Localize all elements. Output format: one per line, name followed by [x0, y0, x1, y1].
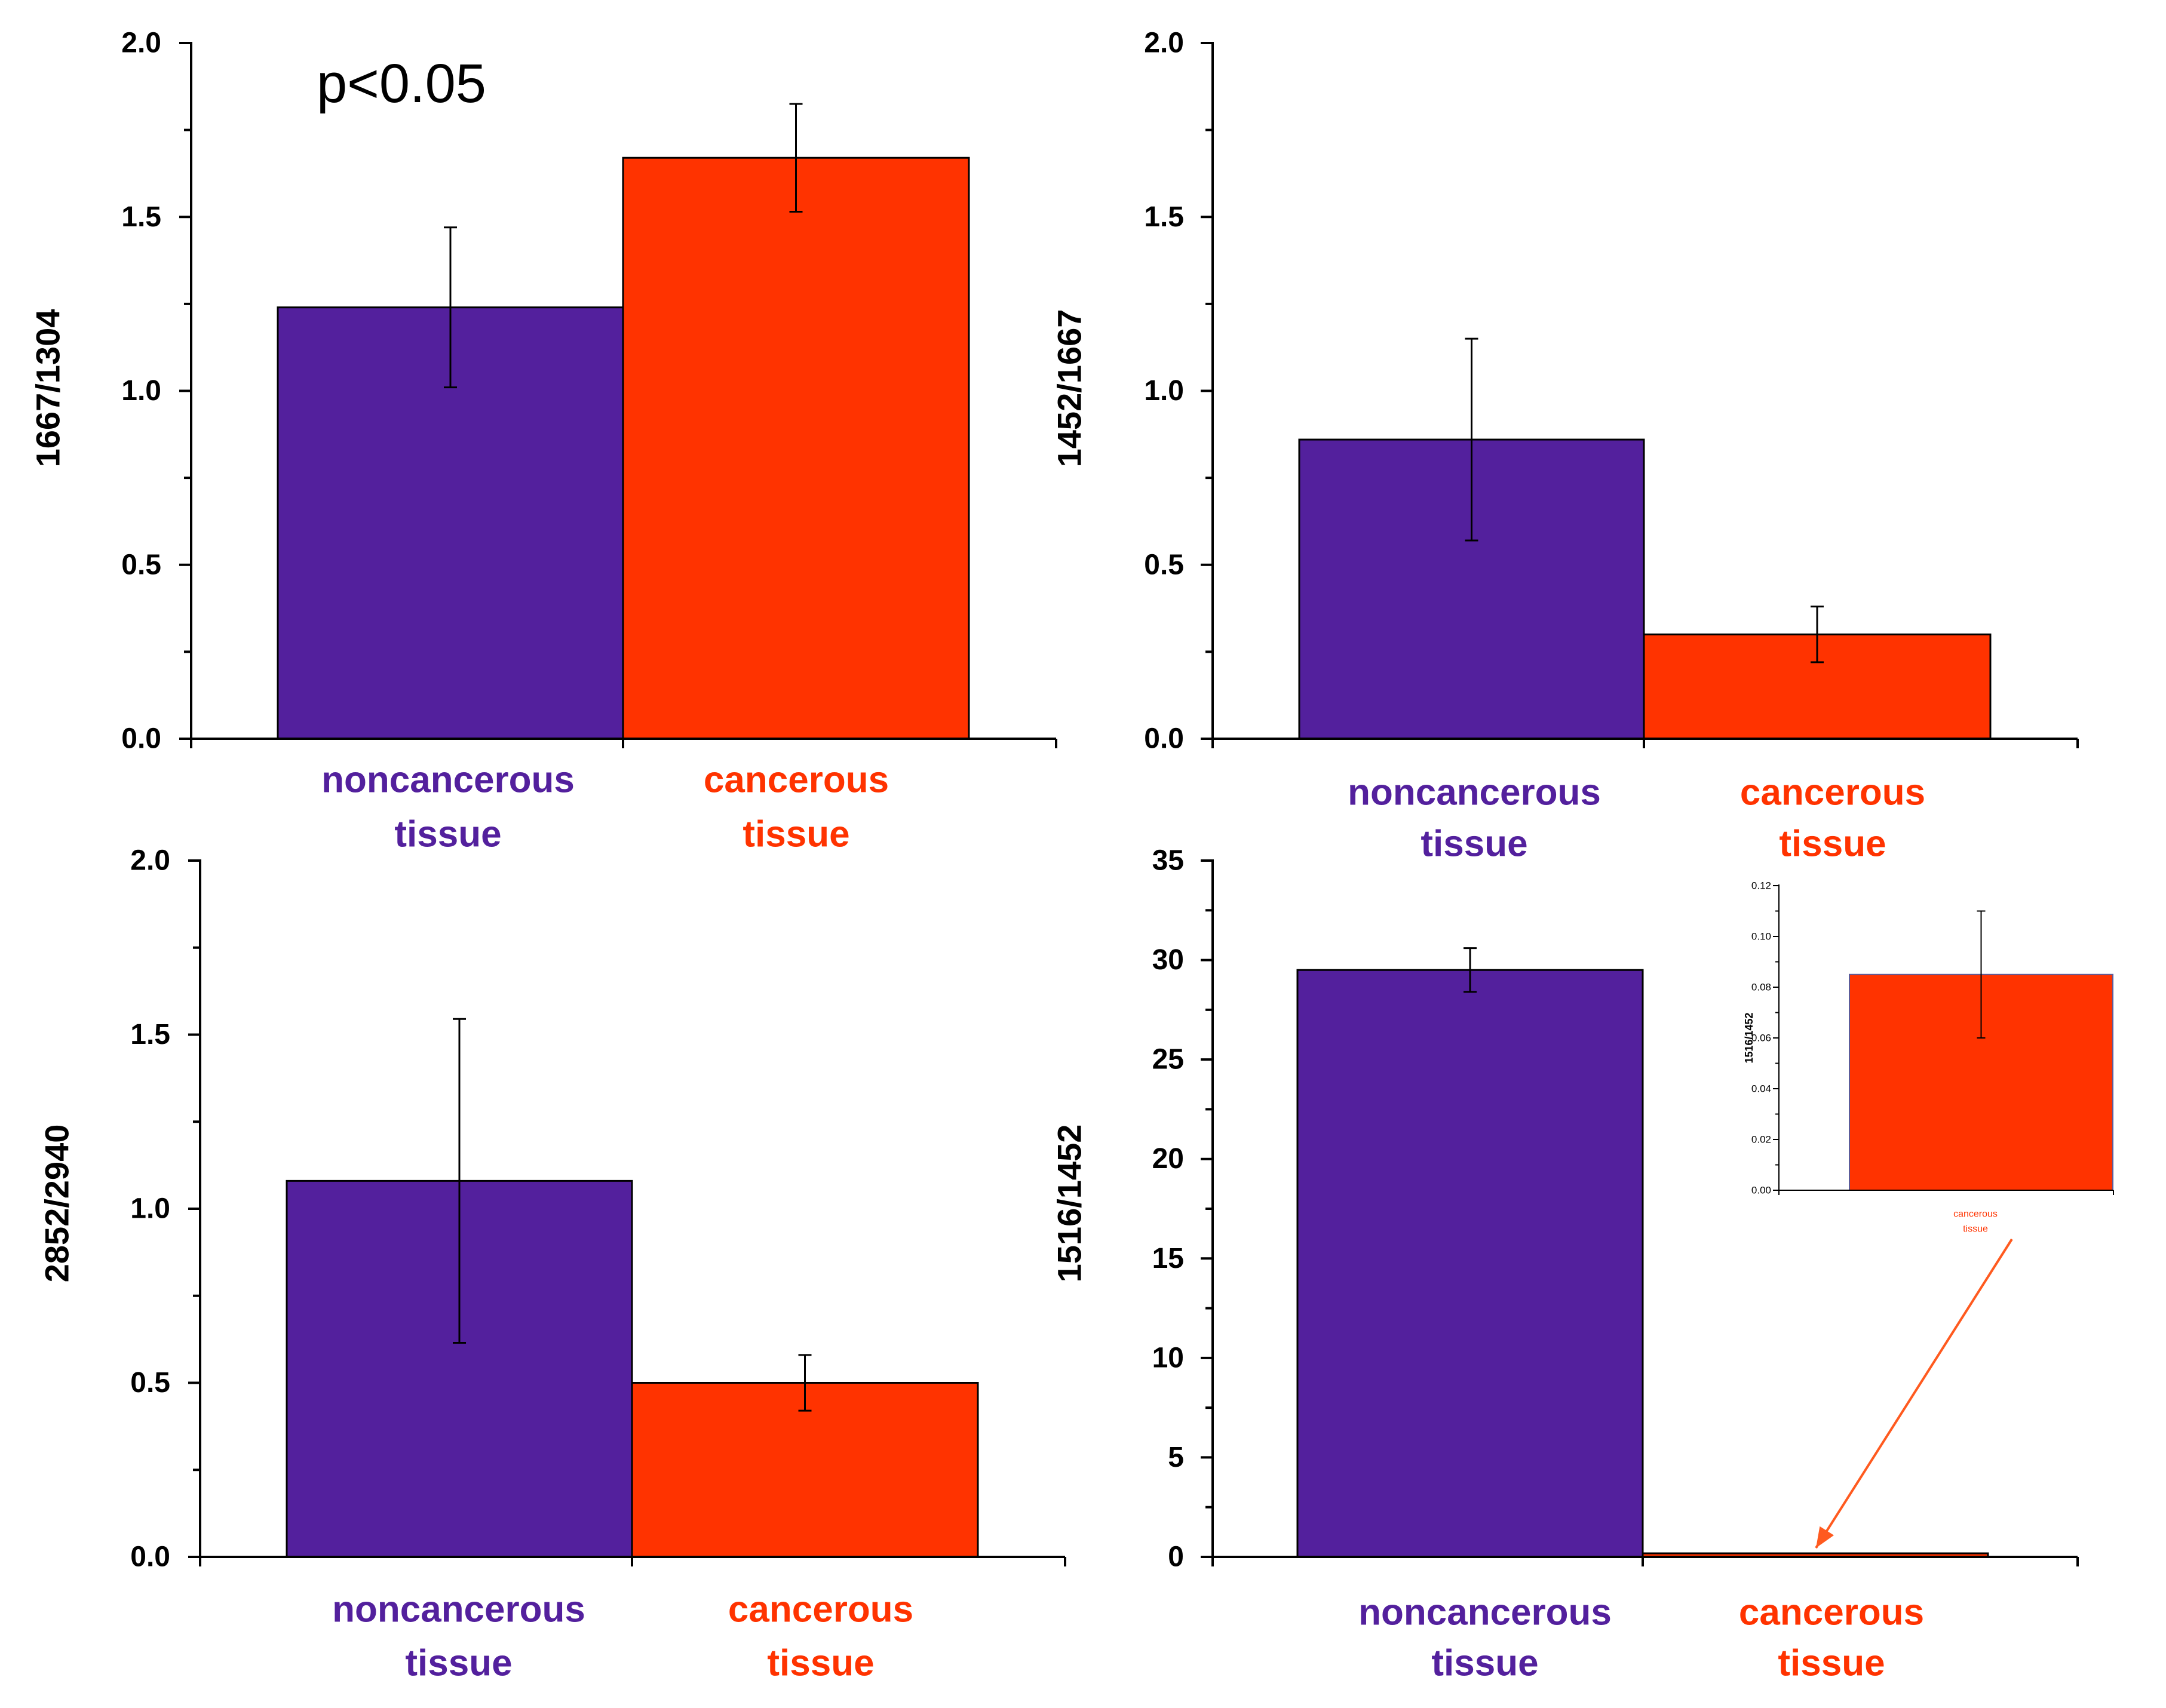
y-tick-label: 2.0	[130, 845, 170, 877]
category-label-noncancerous-line1: noncancerous	[321, 760, 575, 801]
inset-pointer-arrow-line	[1815, 1238, 2013, 1549]
error-bar-cancerous	[798, 1354, 812, 1412]
chart-panel-bottom-left: 0.0 0.5 1.0 1.5 2.0 2852/2940 noncancerous tiss…	[38, 845, 1066, 1684]
inset-y-axis-label: 1516/1452	[1743, 1012, 1755, 1063]
inset-error-bar-cancerous	[1977, 910, 1986, 1039]
y-tick-label: 0.5	[121, 549, 161, 580]
y-tick-label: 2.0	[121, 27, 161, 59]
category-label-noncancerous-line2: tissue	[394, 814, 501, 855]
category-label-noncancerous-line2: tissue	[405, 1643, 512, 1684]
error-bar-cancerous	[789, 103, 803, 213]
category-label-noncancerous-line2: tissue	[1431, 1643, 1538, 1684]
y-tick-label: 0.5	[1144, 549, 1184, 580]
chart-panel-top-left: 0.0 0.5 1.0 1.5 2.0 1667/1304 noncancerous tiss…	[29, 27, 1057, 855]
y-tick-label: 1.0	[1144, 375, 1184, 407]
bar-noncancerous	[1296, 969, 1644, 1558]
y-axis-label: 1516/1452	[1051, 1125, 1088, 1283]
category-label-cancerous-line1: cancerous	[704, 760, 889, 801]
category-label-cancerous-line1: cancerous	[1739, 1592, 1924, 1633]
y-tick-label: 0.0	[130, 1541, 170, 1573]
y-axis-label: 1667/1304	[29, 309, 67, 468]
y-tick-label: 35	[1152, 845, 1184, 877]
inset-category-label-cancerous-line2: tissue	[1963, 1224, 1988, 1234]
inset-y-tick-label: 0.08	[1751, 982, 1771, 993]
category-label-noncancerous-line2: tissue	[1421, 824, 1527, 865]
category-label-cancerous-line2: tissue	[1779, 824, 1886, 865]
y-tick-label: 0.0	[121, 723, 161, 755]
inset-category-label-cancerous-line1: cancerous	[1953, 1209, 1998, 1219]
error-bar-noncancerous	[1464, 947, 1477, 993]
y-axis-label: 2852/2940	[38, 1125, 76, 1283]
category-label-cancerous-line2: tissue	[1778, 1643, 1885, 1684]
chart-panel-bottom-right: 0 5 10 15 20 25 30 35 1516/1452 noncancerous tissu…	[1051, 845, 2114, 1684]
category-label-noncancerous-line1: noncancerous	[1358, 1592, 1612, 1633]
y-tick-label: 1.5	[130, 1019, 170, 1050]
y-tick-label: 0.0	[1144, 723, 1184, 755]
y-tick-label: 0.5	[130, 1367, 170, 1399]
y-tick-label: 2.0	[1144, 27, 1184, 59]
y-axis-label: 1452/1667	[1051, 309, 1088, 468]
y-tick-label: 10	[1152, 1342, 1184, 1374]
bar-cancerous	[631, 1382, 979, 1558]
inset-y-tick-label: 0.02	[1751, 1134, 1771, 1145]
error-bar-cancerous	[1811, 606, 1824, 663]
category-label-cancerous-line1: cancerous	[728, 1589, 913, 1630]
y-tick-label: 1.0	[130, 1193, 170, 1225]
bar-cancerous	[622, 156, 970, 740]
y-tick-label: 20	[1152, 1143, 1184, 1175]
inset-y-tick-label: 0.00	[1751, 1185, 1771, 1196]
y-tick-label: 5	[1168, 1442, 1184, 1473]
significance-annotation: p<0.05	[317, 53, 486, 114]
category-label-cancerous-line1: cancerous	[1740, 772, 1925, 813]
y-tick-label: 15	[1152, 1243, 1184, 1274]
category-label-cancerous-line2: tissue	[743, 814, 849, 855]
inset-y-tick-label: 0.04	[1751, 1083, 1771, 1095]
error-bar-noncancerous	[453, 1018, 466, 1344]
y-tick-label: 30	[1152, 944, 1184, 976]
y-tick-label: 1.0	[121, 375, 161, 407]
inset-y-tick-label: 0.12	[1751, 880, 1771, 892]
error-bar-noncancerous	[1465, 337, 1478, 542]
y-tick-label: 0	[1168, 1541, 1184, 1573]
category-label-noncancerous-line1: noncancerous	[1348, 772, 1601, 813]
error-bar-noncancerous	[444, 226, 457, 389]
category-label-cancerous-line2: tissue	[767, 1643, 874, 1684]
inset-chart: 0.00 0.02 0.04 0.06 0.08 0.10 0.12 1516/1452 can…	[1743, 880, 2114, 1234]
y-tick-label: 1.5	[121, 201, 161, 233]
category-label-noncancerous-line1: noncancerous	[332, 1589, 585, 1630]
inset-pointer-arrow-head	[1816, 1526, 1834, 1548]
inset-y-tick-label: 0.10	[1751, 931, 1771, 942]
y-tick-label: 1.5	[1144, 201, 1184, 233]
y-tick-label: 25	[1152, 1044, 1184, 1076]
inset-y-tick-label: 0.06	[1751, 1033, 1771, 1044]
chart-panel-top-right: 0.0 0.5 1.0 1.5 2.0 1452/1667 noncancerous tiss…	[1051, 27, 2079, 865]
